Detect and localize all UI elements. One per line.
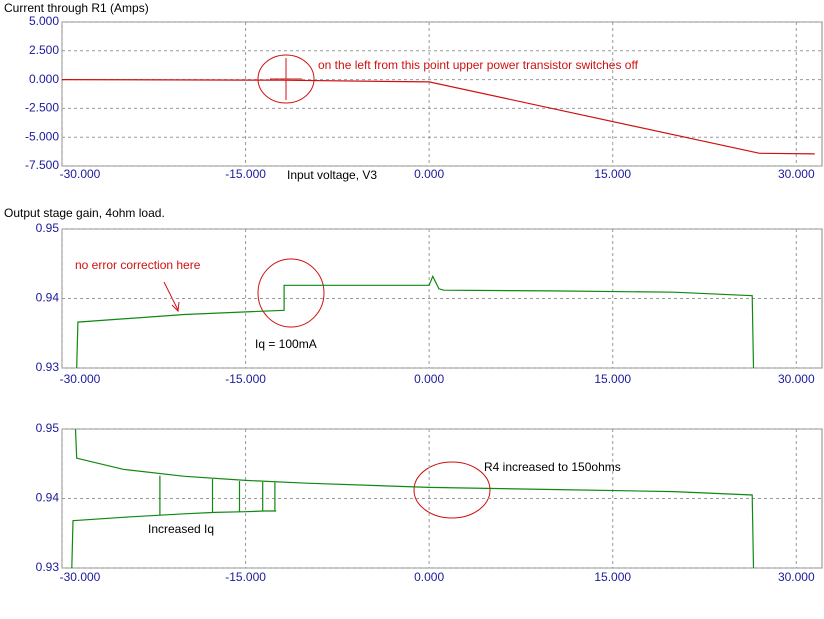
highlight-circle: [413, 461, 491, 519]
x-tick-label: 15.000: [594, 570, 631, 584]
highlight-circle: [257, 258, 325, 328]
data-line: [71, 510, 277, 569]
y-tick-label: 0.000: [29, 72, 59, 86]
x-tick-label: 30.000: [778, 570, 815, 584]
y-tick-label: 0.95: [36, 421, 60, 435]
x-tick-label: 30.000: [778, 372, 815, 386]
y-tick-label: 0.93: [36, 560, 60, 574]
y-tick-label: 0.94: [36, 291, 60, 305]
annotation: Iq = 100mA: [255, 337, 317, 351]
y-tick-label: -7.500: [25, 158, 59, 172]
x-tick-label: -15.000: [225, 372, 266, 386]
x-tick-label: 0.000: [414, 570, 444, 584]
x-tick-label: 0.000: [414, 372, 444, 386]
y-tick-label: 0.94: [36, 491, 60, 505]
annotation: Increased Iq: [148, 522, 214, 536]
x-tick-label: -15.000: [225, 167, 266, 181]
x-tick-label: -30.000: [60, 167, 101, 181]
x-tick-label: -30.000: [60, 372, 101, 386]
x-tick-label: -30.000: [60, 570, 101, 584]
chart-title: Output stage gain, 4ohm load.: [4, 206, 165, 220]
x-tick-label: 15.000: [594, 372, 631, 386]
x-tick-label: -15.000: [225, 570, 266, 584]
y-tick-label: 5.000: [29, 14, 59, 28]
annotation: no error correction here: [75, 258, 201, 272]
arrow-head: [171, 301, 180, 313]
y-tick-label: 0.93: [36, 360, 60, 374]
annotation: on the left from this point upper power …: [318, 58, 639, 72]
x-tick-label: 30.000: [778, 167, 815, 181]
data-line: [76, 274, 755, 369]
arrow: [163, 281, 179, 311]
x-tick-label: 15.000: [594, 167, 631, 181]
highlight-marks: [163, 54, 491, 519]
data-line: [74, 428, 755, 569]
chart-title: Current through R1 (Amps): [4, 1, 149, 15]
y-tick-label: -2.500: [25, 101, 59, 115]
data-line: [61, 79, 815, 155]
x-axis-label: Input voltage, V3: [287, 168, 377, 182]
y-tick-label: 0.95: [36, 221, 60, 235]
plot-frame: [61, 21, 823, 167]
annotation: R4 increased to 150ohms: [484, 460, 621, 474]
highlight-circle: [257, 54, 315, 104]
x-tick-label: 0.000: [414, 167, 444, 181]
y-tick-label: 2.500: [29, 43, 59, 57]
y-tick-label: -5.000: [25, 129, 59, 143]
